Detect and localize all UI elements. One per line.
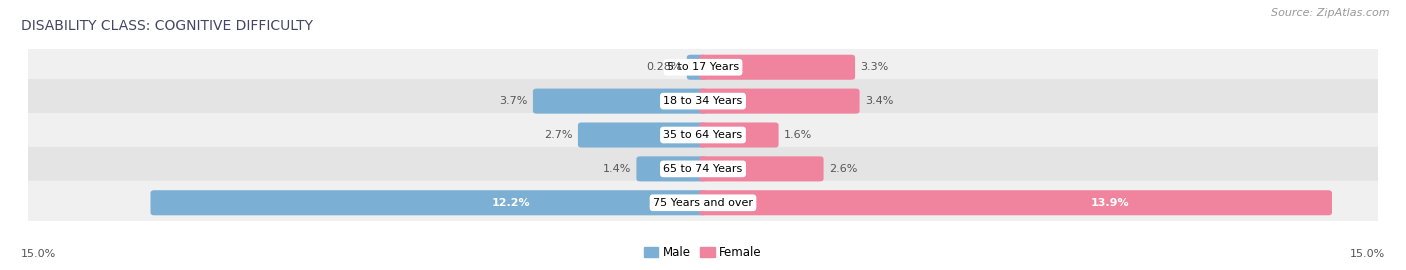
Text: 1.6%: 1.6% [785, 130, 813, 140]
FancyBboxPatch shape [686, 55, 707, 80]
FancyBboxPatch shape [21, 79, 1385, 123]
Text: 15.0%: 15.0% [21, 249, 56, 259]
Text: 18 to 34 Years: 18 to 34 Years [664, 96, 742, 106]
Legend: Male, Female: Male, Female [640, 241, 766, 264]
FancyBboxPatch shape [21, 45, 1385, 89]
FancyBboxPatch shape [150, 190, 707, 215]
FancyBboxPatch shape [699, 156, 824, 181]
Text: 35 to 64 Years: 35 to 64 Years [664, 130, 742, 140]
Text: 65 to 74 Years: 65 to 74 Years [664, 164, 742, 174]
Text: 0.28%: 0.28% [645, 62, 682, 72]
FancyBboxPatch shape [533, 89, 707, 114]
Text: 3.7%: 3.7% [499, 96, 527, 106]
FancyBboxPatch shape [578, 123, 707, 147]
FancyBboxPatch shape [699, 190, 1331, 215]
Text: 13.9%: 13.9% [1090, 198, 1129, 208]
Text: 2.6%: 2.6% [830, 164, 858, 174]
FancyBboxPatch shape [699, 55, 855, 80]
Text: Source: ZipAtlas.com: Source: ZipAtlas.com [1271, 8, 1389, 18]
FancyBboxPatch shape [21, 181, 1385, 225]
Text: 5 to 17 Years: 5 to 17 Years [666, 62, 740, 72]
Text: 1.4%: 1.4% [603, 164, 631, 174]
Text: 2.7%: 2.7% [544, 130, 572, 140]
FancyBboxPatch shape [637, 156, 707, 181]
Text: 3.3%: 3.3% [860, 62, 889, 72]
FancyBboxPatch shape [699, 89, 859, 114]
FancyBboxPatch shape [699, 123, 779, 147]
Text: DISABILITY CLASS: COGNITIVE DIFFICULTY: DISABILITY CLASS: COGNITIVE DIFFICULTY [21, 19, 314, 33]
Text: 15.0%: 15.0% [1350, 249, 1385, 259]
Text: 12.2%: 12.2% [492, 198, 530, 208]
FancyBboxPatch shape [21, 113, 1385, 157]
FancyBboxPatch shape [21, 147, 1385, 191]
Text: 3.4%: 3.4% [865, 96, 893, 106]
Text: 75 Years and over: 75 Years and over [652, 198, 754, 208]
